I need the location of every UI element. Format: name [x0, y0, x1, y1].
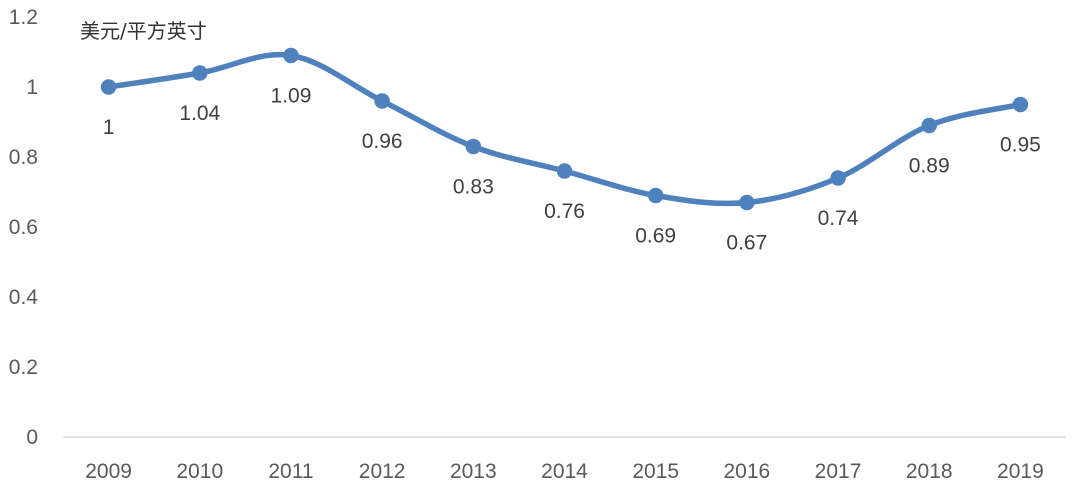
x-tick-label: 2009 [85, 460, 132, 483]
data-label: 1.09 [271, 85, 312, 108]
y-tick-label: 0.2 [9, 356, 38, 379]
data-label: 0.83 [453, 176, 494, 199]
y-tick-label: 1 [26, 76, 38, 99]
data-point [921, 117, 937, 134]
data-label: 0.69 [635, 225, 676, 248]
data-label: 0.67 [726, 232, 767, 255]
y-axis-unit-label: 美元/平方英寸 [80, 19, 207, 43]
x-tick-label: 2014 [541, 460, 588, 483]
y-tick-label: 0.6 [9, 216, 38, 239]
data-label: 0.96 [362, 130, 403, 153]
y-axis-ticks: 0 0.2 0.4 0.6 0.8 1 1.2 [9, 6, 39, 449]
x-tick-label: 2011 [268, 460, 313, 483]
data-label: 0.76 [544, 200, 585, 223]
x-tick-label: 2013 [450, 460, 497, 483]
data-label: 0.74 [818, 207, 859, 230]
x-tick-label: 2016 [724, 460, 771, 483]
y-tick-label: 1.2 [9, 6, 38, 29]
data-label: 0.89 [909, 155, 950, 178]
x-axis-ticks: 2009 2010 2011 2012 2013 2014 2015 2016 2017 2018… [85, 460, 1044, 483]
data-label: 0.95 [1000, 134, 1041, 157]
series-line [105, 51, 1024, 207]
x-tick-label: 2018 [906, 460, 953, 483]
x-tick-label: 2015 [632, 460, 679, 483]
data-label: 1 [103, 116, 115, 139]
y-tick-label: 0.8 [9, 146, 38, 169]
data-point [283, 47, 299, 64]
x-tick-label: 2012 [359, 460, 406, 483]
y-tick-label: 0.4 [9, 286, 39, 309]
data-point [739, 194, 755, 211]
data-point [100, 79, 117, 95]
x-tick-label: 2010 [176, 460, 223, 483]
x-tick-label: 2019 [997, 460, 1044, 483]
data-point [556, 163, 573, 179]
data-point [647, 187, 664, 204]
x-tick-label: 2017 [815, 460, 862, 483]
data-point [830, 170, 846, 186]
y-tick-label: 0 [26, 426, 38, 449]
data-markers [100, 47, 1029, 211]
data-point [374, 93, 390, 109]
data-point [1012, 96, 1029, 113]
data-label: 1.04 [179, 102, 220, 125]
data-point [465, 138, 482, 155]
data-point [192, 65, 208, 81]
data-labels: 1 1.04 1.09 0.96 0.83 0.76 0.69 0.67 0.74 0.89 0.9… [103, 85, 1041, 255]
